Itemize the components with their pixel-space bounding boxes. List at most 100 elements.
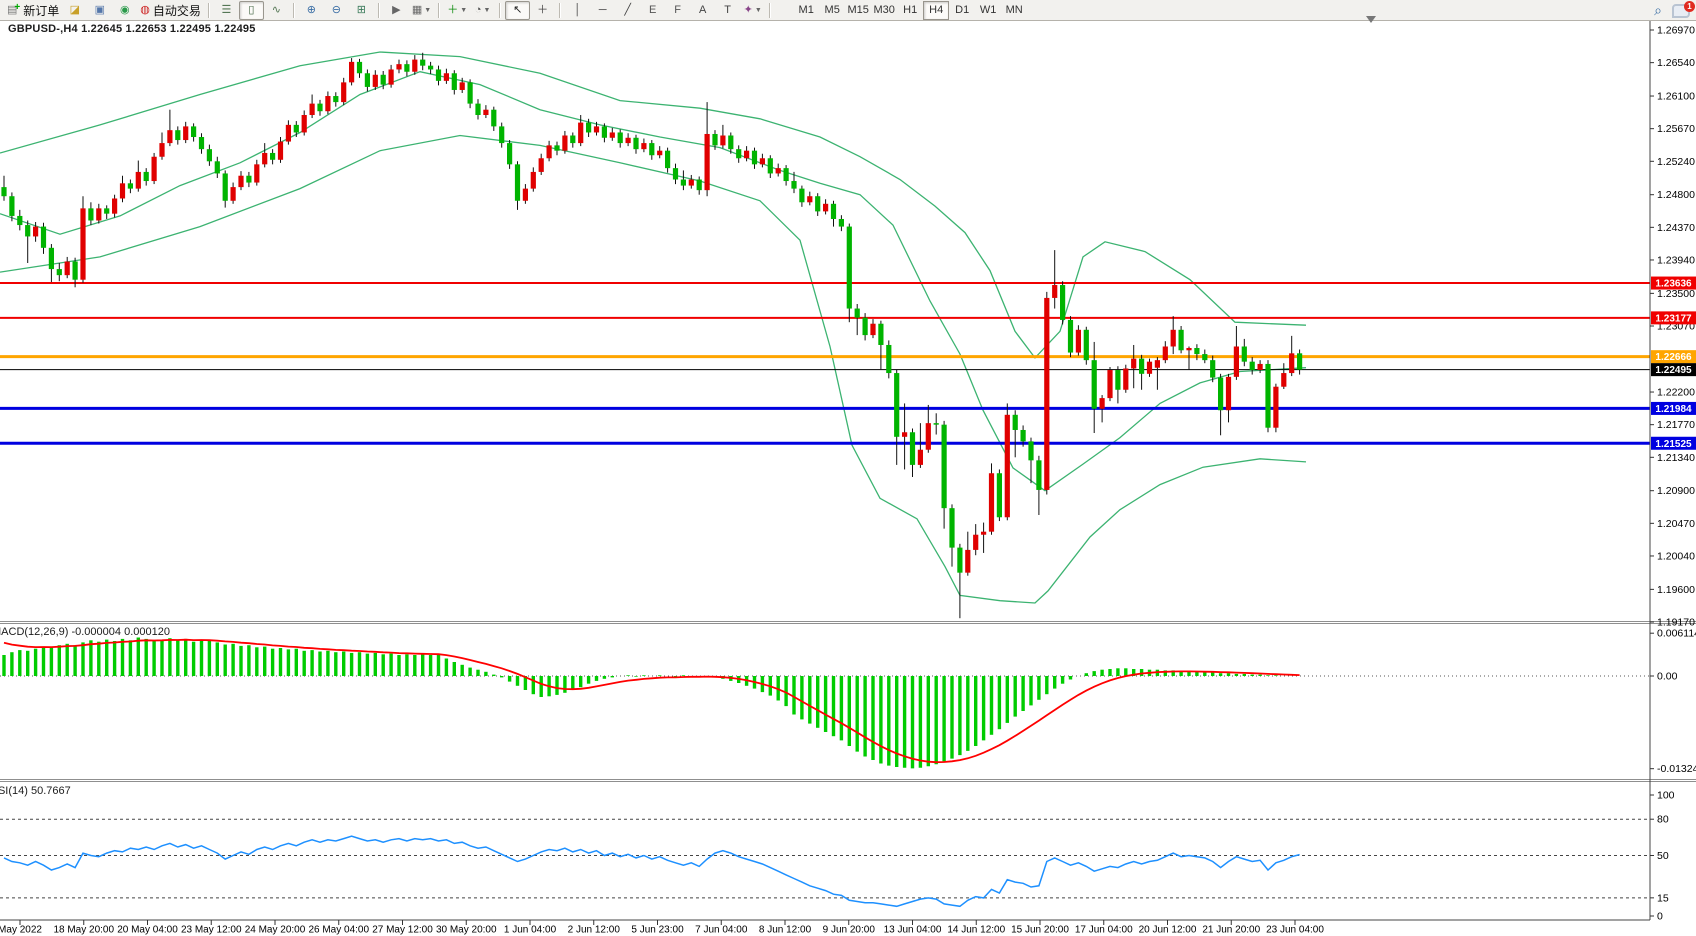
zoom-in-icon[interactable]: ⊕ xyxy=(299,1,324,20)
candle-body-up xyxy=(1289,353,1295,374)
arrows-icon[interactable]: ✦ ▼ xyxy=(740,1,765,20)
candle-body-up xyxy=(33,226,39,237)
price-label-box xyxy=(1651,276,1696,290)
cursor-icon[interactable]: ↖ xyxy=(505,0,531,20)
timeframe-w1[interactable]: W1 xyxy=(979,4,997,16)
candle-body-up xyxy=(775,168,781,174)
equidistant-channel-icon[interactable]: E xyxy=(640,1,665,20)
candle-body-down xyxy=(862,317,868,336)
chevron-down-icon[interactable]: ▼ xyxy=(754,6,762,14)
chevron-down-icon[interactable]: ▼ xyxy=(424,6,432,14)
autotrade-button[interactable]: ◍ 自动交易 xyxy=(137,1,204,20)
time-label: 13 Jun 04:00 xyxy=(884,925,942,936)
timeframe-m30[interactable]: M30 xyxy=(873,4,895,16)
crosshair-icon[interactable]: ＋ xyxy=(530,1,555,20)
candle-body-down xyxy=(25,225,31,237)
trendline-icon: ╱ xyxy=(624,3,631,16)
signal-icon[interactable]: ◉ xyxy=(112,1,137,20)
candle-body-up xyxy=(254,164,260,183)
candle-body-down xyxy=(617,132,623,144)
candle-body-down xyxy=(222,173,228,201)
candle-body-down xyxy=(333,96,339,103)
candle-body-up xyxy=(1004,414,1010,518)
new-chart-icon[interactable]: ▦ ▼ xyxy=(409,1,434,20)
timeframe-m5[interactable]: M5 xyxy=(824,4,840,16)
candle-body-up xyxy=(80,208,86,280)
toolbar-separator xyxy=(207,2,210,18)
tile-windows-icon[interactable]: ⊞ xyxy=(349,1,374,20)
chat-icon[interactable]: 1 xyxy=(1672,0,1695,18)
rsi-tick-label: 100 xyxy=(1657,790,1675,802)
candle-body-up xyxy=(301,115,307,133)
text-icon[interactable]: A xyxy=(690,1,715,20)
text-label-icon: T xyxy=(724,3,732,16)
toolbar-right-cluster: ⌕ 1 xyxy=(1654,0,1695,19)
candle-body-up xyxy=(625,137,631,144)
candle-body-up xyxy=(285,124,291,142)
timeframe-h4[interactable]: H4 xyxy=(923,0,950,20)
timeframe-m1[interactable]: M1 xyxy=(798,4,814,16)
candlestick-icon[interactable]: ▯ xyxy=(238,0,264,20)
candle-body-down xyxy=(815,196,821,212)
indicator-group: ＋ ▼ ◔ ▼ xyxy=(444,0,495,20)
candle-body-up xyxy=(1257,363,1263,371)
price-label-box xyxy=(1651,350,1696,364)
eraser-icon[interactable]: ◪ xyxy=(62,1,87,20)
candle-body-down xyxy=(633,137,639,150)
strategy-tester-icon[interactable]: ▶ xyxy=(384,1,409,20)
candle-body-up xyxy=(262,152,268,165)
candle-body-down xyxy=(1194,348,1200,355)
timeframe-m15[interactable]: M15 xyxy=(847,4,869,16)
toolbar-separator xyxy=(292,2,295,18)
market-watch-icon[interactable]: ▣ xyxy=(87,1,112,20)
candle-body-up xyxy=(372,74,378,87)
period-clock-icon[interactable]: ◔ ▼ xyxy=(470,1,495,20)
timeframe-mn[interactable]: MN xyxy=(1005,4,1023,16)
time-label: 7 Jun 04:00 xyxy=(695,925,748,936)
toolbar-separator xyxy=(769,2,772,18)
search-icon[interactable]: ⌕ xyxy=(1654,2,1662,18)
text-label-icon[interactable]: T xyxy=(715,1,740,20)
chevron-down-icon[interactable]: ▼ xyxy=(460,6,468,14)
candle-body-down xyxy=(88,208,94,221)
rsi-panel xyxy=(0,818,1650,908)
price-tick-label: 1.24370 xyxy=(1657,222,1695,234)
candle-body-down xyxy=(554,145,560,151)
timeframe-h1[interactable]: H1 xyxy=(903,4,918,16)
price-label-text: 1.21984 xyxy=(1655,404,1692,415)
time-label: May 2022 xyxy=(0,925,42,936)
candle-body-down xyxy=(996,473,1002,518)
timeframe-d1[interactable]: D1 xyxy=(955,4,970,16)
new-order-button[interactable]: ▤ + 新订单 xyxy=(4,1,62,20)
trendline-icon[interactable]: ╱ xyxy=(615,1,640,20)
candle-body-down xyxy=(491,109,497,127)
bollinger-middle-band xyxy=(0,71,1307,492)
candle-body-up xyxy=(64,261,70,276)
add-indicator-button[interactable]: ＋ ▼ xyxy=(444,1,470,20)
vertical-line-icon[interactable]: │ xyxy=(565,1,590,20)
candle-body-up xyxy=(546,145,552,159)
chevron-down-icon[interactable]: ▼ xyxy=(483,6,491,14)
candle-body-down xyxy=(1115,370,1121,390)
chart-shift-marker[interactable] xyxy=(1366,16,1376,23)
candle-body-down xyxy=(1012,414,1018,430)
candle-body-up xyxy=(1170,329,1176,347)
horizontal-line-icon[interactable]: ─ xyxy=(590,1,615,20)
candle-body-up xyxy=(151,156,157,182)
candle-body-down xyxy=(420,59,426,66)
candle-body-down xyxy=(767,158,773,174)
candle-body-up xyxy=(522,188,528,201)
candle-body-up xyxy=(744,150,750,159)
candle-body-up xyxy=(720,135,726,146)
bar-chart-icon[interactable]: ☰ xyxy=(214,1,239,20)
zoom-out-icon[interactable]: ⊖ xyxy=(324,1,349,20)
candle-body-down xyxy=(317,103,323,112)
candle-body-up xyxy=(1052,285,1058,298)
candle-body-down xyxy=(728,135,734,150)
fibonacci-icon[interactable]: F xyxy=(665,1,690,20)
line-chart-icon[interactable]: ∿ xyxy=(264,1,289,20)
candle-body-down xyxy=(601,126,607,138)
candle-body-down xyxy=(586,122,592,133)
